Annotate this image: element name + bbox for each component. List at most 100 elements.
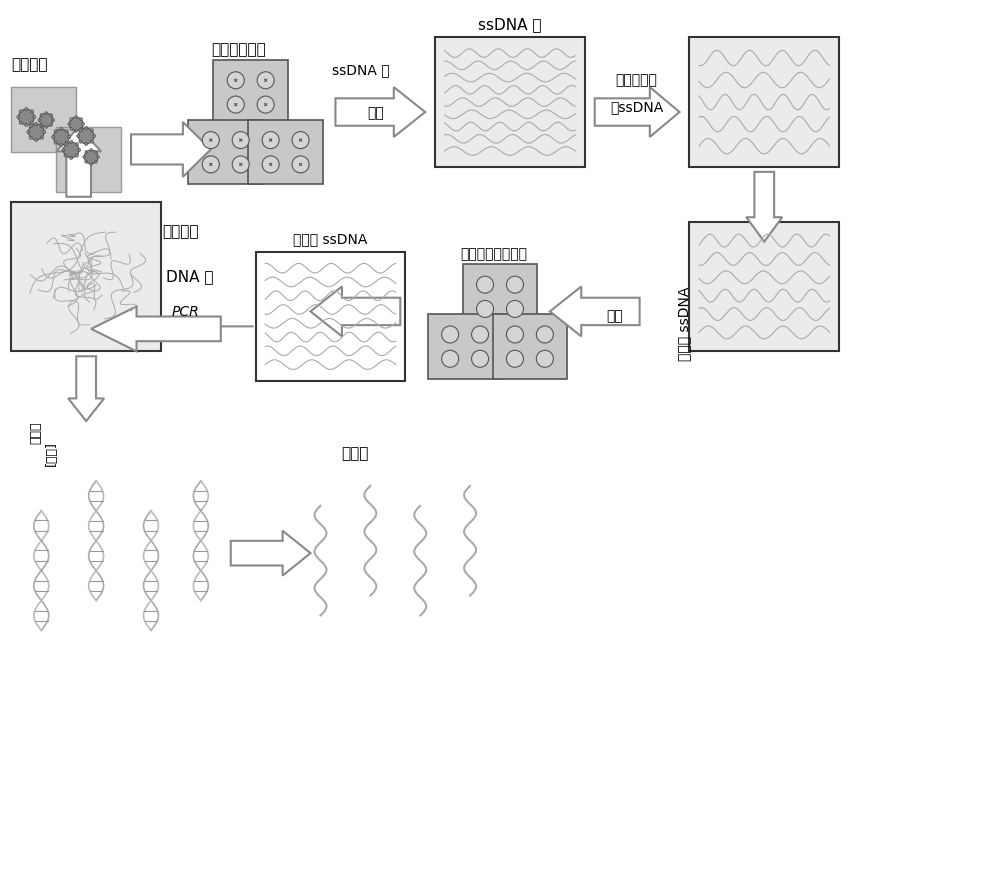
Circle shape [52, 135, 55, 139]
Circle shape [90, 128, 93, 132]
Text: DNA 库: DNA 库 [166, 269, 213, 284]
Circle shape [477, 276, 494, 293]
Text: 未绑定病毒的板子: 未绑定病毒的板子 [460, 248, 527, 262]
Circle shape [232, 132, 249, 149]
Circle shape [40, 125, 44, 128]
Circle shape [70, 141, 73, 143]
Circle shape [45, 126, 48, 128]
Circle shape [75, 154, 78, 157]
Bar [435, 37, 585, 167]
Circle shape [50, 114, 53, 117]
Circle shape [62, 148, 65, 151]
Polygon shape [335, 87, 425, 137]
Bar [428, 314, 502, 379]
Circle shape [52, 119, 55, 121]
Text: 热变性: 热变性 [30, 421, 43, 444]
Text: ssDNA 库: ssDNA 库 [478, 17, 542, 32]
Circle shape [75, 129, 78, 133]
Text: 的ssDNA: 的ssDNA [610, 100, 663, 114]
Circle shape [82, 123, 85, 126]
Circle shape [25, 124, 28, 127]
Text: 孵育: 孵育 [606, 309, 623, 323]
Circle shape [18, 109, 34, 125]
Circle shape [27, 130, 30, 134]
Circle shape [77, 135, 80, 137]
Circle shape [54, 141, 57, 144]
Circle shape [70, 127, 73, 130]
Polygon shape [311, 287, 400, 336]
Circle shape [292, 132, 309, 149]
Bar [463, 264, 537, 329]
Circle shape [30, 121, 34, 124]
Bar [56, 127, 121, 192]
Text: 病毒颗粒: 病毒颗粒 [11, 57, 48, 72]
Circle shape [85, 160, 88, 163]
Circle shape [90, 140, 93, 143]
Circle shape [84, 150, 98, 164]
Text: 反复筛选: 反复筛选 [163, 225, 199, 239]
Polygon shape [550, 287, 640, 336]
Text: 绑定病毒板子: 绑定病毒板子 [211, 42, 266, 57]
Text: 孵育: 孵育 [367, 106, 384, 120]
Circle shape [95, 151, 97, 153]
Circle shape [75, 116, 78, 119]
Bar [256, 251, 405, 381]
Circle shape [50, 124, 53, 127]
Circle shape [43, 130, 46, 134]
Polygon shape [91, 307, 221, 351]
Circle shape [64, 143, 67, 146]
Circle shape [40, 114, 43, 117]
Circle shape [85, 127, 88, 129]
Circle shape [80, 118, 83, 120]
Circle shape [536, 350, 553, 367]
Circle shape [29, 136, 32, 139]
Polygon shape [131, 122, 211, 176]
Text: 未绑定 ssDNA: 未绑定 ssDNA [293, 233, 368, 247]
Polygon shape [231, 531, 311, 576]
Circle shape [30, 110, 34, 113]
Circle shape [506, 276, 523, 293]
Circle shape [85, 143, 88, 145]
Text: 绑定的 ssDNA: 绑定的 ssDNA [677, 287, 691, 361]
Circle shape [78, 128, 94, 144]
Circle shape [202, 132, 219, 149]
Circle shape [60, 127, 63, 131]
Circle shape [93, 135, 96, 137]
Bar [11, 201, 161, 351]
Circle shape [28, 124, 44, 140]
Circle shape [536, 326, 553, 343]
Circle shape [35, 138, 38, 142]
Circle shape [19, 121, 22, 124]
Circle shape [69, 117, 83, 131]
Circle shape [262, 156, 279, 173]
Circle shape [39, 113, 53, 127]
Circle shape [65, 141, 68, 144]
Circle shape [60, 143, 63, 146]
Circle shape [227, 96, 244, 113]
Circle shape [17, 116, 20, 119]
Circle shape [68, 135, 71, 139]
Circle shape [54, 130, 57, 133]
Bar [11, 87, 76, 152]
Circle shape [45, 111, 48, 114]
Text: 适配体: 适配体 [342, 446, 369, 461]
Circle shape [38, 119, 41, 121]
Circle shape [257, 72, 274, 89]
Circle shape [65, 130, 68, 133]
Circle shape [95, 160, 97, 163]
Circle shape [477, 300, 494, 317]
Bar [493, 314, 567, 379]
Circle shape [64, 154, 67, 157]
Polygon shape [56, 127, 101, 197]
Circle shape [85, 151, 88, 153]
Circle shape [292, 156, 309, 173]
Circle shape [68, 123, 71, 126]
Bar [213, 60, 288, 125]
Circle shape [79, 128, 82, 132]
Bar [689, 37, 839, 167]
Bar [188, 119, 263, 184]
Circle shape [79, 140, 82, 143]
Circle shape [70, 156, 73, 159]
Circle shape [40, 136, 44, 139]
Circle shape [472, 350, 489, 367]
